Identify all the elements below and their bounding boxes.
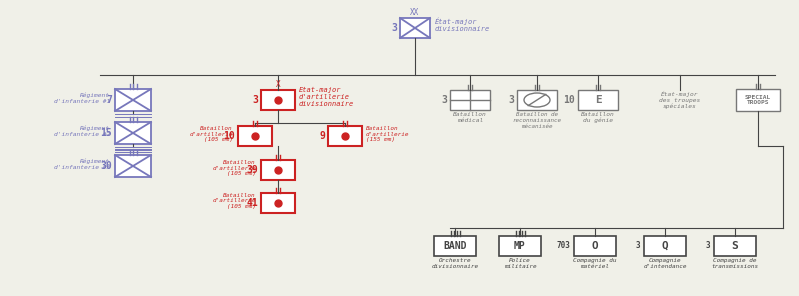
Bar: [115, 122, 151, 144]
Text: 39: 39: [246, 165, 258, 175]
Text: Bataillon
du génie: Bataillon du génie: [581, 112, 615, 123]
Text: 7: 7: [106, 95, 112, 105]
Text: Bataillon
d'artillerie
(105 mm): Bataillon d'artillerie (105 mm): [189, 126, 233, 142]
Text: SPECIAL
TROOPS: SPECIAL TROOPS: [745, 95, 771, 105]
Text: 9: 9: [319, 131, 325, 141]
Text: 3: 3: [635, 242, 640, 250]
Text: État-major
des troupes
spéciales: État-major des troupes spéciales: [659, 91, 701, 109]
Text: 30: 30: [100, 161, 112, 171]
Text: Police
militaire: Police militaire: [503, 258, 536, 269]
Text: 15: 15: [100, 128, 112, 138]
Bar: [238, 126, 272, 146]
Text: 41: 41: [246, 198, 258, 208]
Text: S: S: [732, 241, 738, 251]
Bar: [115, 155, 151, 177]
Bar: [644, 236, 686, 256]
Text: 3: 3: [706, 242, 710, 250]
Text: MP: MP: [514, 241, 526, 251]
Text: Q: Q: [662, 241, 669, 251]
Bar: [499, 236, 541, 256]
Bar: [328, 126, 362, 146]
Text: O: O: [591, 241, 598, 251]
Text: Compagnie du
matériel: Compagnie du matériel: [573, 258, 617, 269]
Bar: [261, 193, 295, 213]
Text: État-major
divisionnaire: État-major divisionnaire: [435, 18, 491, 32]
Bar: [578, 90, 618, 110]
Bar: [115, 89, 151, 111]
Bar: [434, 236, 476, 256]
Text: 3: 3: [252, 95, 258, 105]
Bar: [714, 236, 756, 256]
Bar: [517, 90, 557, 110]
Bar: [450, 90, 490, 110]
Text: Régiment
d'infanterie #1: Régiment d'infanterie #1: [54, 92, 110, 104]
Text: Etat-major
d'artillerie
divisionnaire: Etat-major d'artillerie divisionnaire: [299, 87, 354, 107]
Bar: [400, 18, 430, 38]
Text: 3: 3: [441, 95, 447, 105]
Text: Orchestre
divisionnaire: Orchestre divisionnaire: [431, 258, 479, 269]
Text: 3: 3: [508, 95, 514, 105]
Bar: [261, 160, 295, 180]
Text: Régiment
d'infanterie #2: Régiment d'infanterie #2: [54, 125, 110, 137]
Text: Bataillon
d'artillerie
(155 mm): Bataillon d'artillerie (155 mm): [366, 126, 410, 142]
Text: 10: 10: [223, 131, 235, 141]
Text: 703: 703: [556, 242, 570, 250]
Bar: [736, 89, 780, 111]
Text: Bataillon
d'artillerie
(105 mm): Bataillon d'artillerie (105 mm): [213, 193, 256, 209]
Text: 3: 3: [392, 23, 397, 33]
Text: X: X: [276, 80, 280, 89]
Bar: [261, 90, 295, 110]
Text: Compagnie de
transmissions: Compagnie de transmissions: [711, 258, 758, 269]
Text: XX: XX: [411, 8, 419, 17]
Text: Bataillon
médical: Bataillon médical: [453, 112, 487, 123]
Text: BAND: BAND: [443, 241, 467, 251]
Bar: [574, 236, 616, 256]
Text: 10: 10: [563, 95, 575, 105]
Text: E: E: [594, 95, 602, 105]
Text: Bataillon de
reconnaissance
mécanisée: Bataillon de reconnaissance mécanisée: [512, 112, 562, 128]
Text: Compagnie
d'intendance: Compagnie d'intendance: [643, 258, 687, 269]
Text: Régiment
d'infanterie #3: Régiment d'infanterie #3: [54, 158, 110, 170]
Text: Bataillon
d'artillerie
(105 mm): Bataillon d'artillerie (105 mm): [213, 160, 256, 176]
